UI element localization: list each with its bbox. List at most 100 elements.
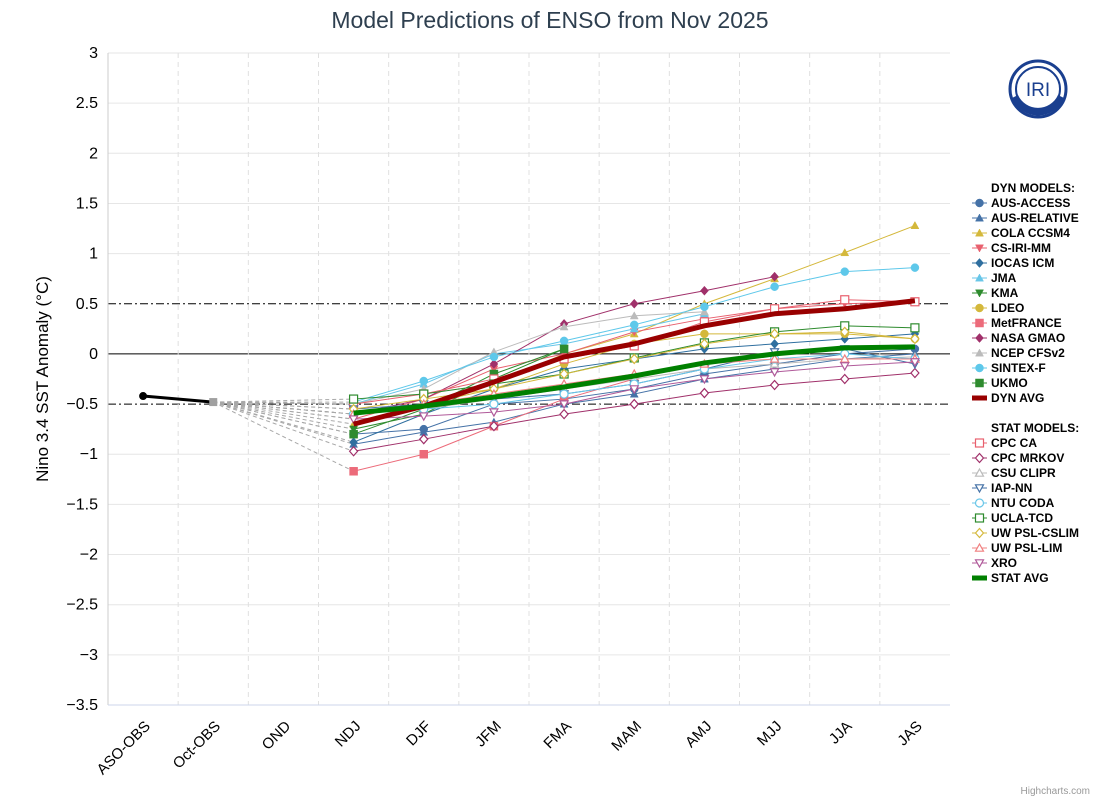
point-uw-psl-cslim: [910, 333, 920, 345]
legend-label: UW PSL-LIM: [991, 541, 1062, 555]
legend-symbol: [974, 498, 985, 508]
legend-item-uw-psl-lim[interactable]: UW PSL-LIM: [972, 541, 1062, 555]
legend-item-cola-ccsm4[interactable]: COLA CCSM4: [972, 226, 1070, 240]
point-cpc-mrkov: [769, 379, 780, 391]
series-layer: [139, 221, 920, 476]
legend-label: MetFRANCE: [991, 316, 1062, 330]
point-sintex-f: [770, 282, 779, 291]
legend-item-iocas-icm[interactable]: IOCAS ICM: [972, 256, 1054, 270]
legend-item-cpc-mrkov[interactable]: CPC MRKOV: [972, 451, 1064, 465]
point-ncep-cfsv2: [629, 311, 639, 320]
legend-item-ldeo[interactable]: LDEO: [972, 301, 1024, 315]
logo-swoosh: [1012, 95, 1064, 116]
series-observed: [139, 392, 218, 407]
x-tick-label: JJA: [826, 718, 856, 748]
y-tick-label: 0: [89, 346, 98, 363]
y-tick-label: −1: [80, 446, 98, 463]
y-tick-label: 1: [89, 246, 98, 263]
point-xro: [629, 385, 640, 395]
point-cpc-mrkov: [839, 373, 850, 385]
point-cpc-mrkov: [910, 367, 920, 379]
point-uw-psl-cslim: [699, 338, 710, 350]
x-tick-label: Oct-OBS: [170, 718, 224, 772]
y-tick-label: −2: [80, 547, 98, 564]
connector-cpc-ca: [213, 401, 354, 405]
connector-ukmo: [213, 401, 354, 435]
legend-symbol: [974, 513, 985, 523]
legend-symbol: [975, 198, 984, 208]
legend-item-dyn-avg[interactable]: DYN AVG: [972, 391, 1044, 405]
legend-item-kma[interactable]: KMA: [972, 286, 1019, 300]
legend-label: KMA: [991, 286, 1019, 300]
y-tick-label: −2.5: [66, 597, 98, 614]
legend-item-stat-avg[interactable]: STAT AVG: [972, 571, 1049, 585]
legend-label: IAP-NN: [991, 481, 1032, 495]
legend-item-metfrance[interactable]: MetFRANCE: [972, 316, 1062, 330]
point-xro: [699, 375, 710, 385]
legend-item-uw-psl-cslim[interactable]: UW PSL-CSLIM: [972, 526, 1079, 540]
legend-label: JMA: [991, 271, 1017, 285]
legend-item-ntu-coda[interactable]: NTU CODA: [972, 496, 1055, 510]
connector-kma: [213, 401, 354, 430]
x-tick-label: MJJ: [754, 718, 785, 749]
legend-symbol: [974, 484, 985, 494]
y-tick-label: 3: [89, 45, 98, 62]
observed-line: [142, 394, 214, 404]
legend-item-ucla-tcd[interactable]: UCLA-TCD: [972, 511, 1053, 525]
legend-heading: STAT MODELS:: [991, 421, 1079, 435]
point-iocas-icm: [770, 339, 779, 349]
point-kma: [349, 425, 359, 434]
series-aus-relative[interactable]: [349, 349, 920, 448]
series-cpc-mrkov[interactable]: [348, 367, 920, 457]
legend-item-aus-access[interactable]: AUS-ACCESS: [972, 196, 1070, 210]
point-cpc-mrkov: [699, 387, 710, 399]
connector-cpc-mrkov: [213, 401, 354, 452]
point-nasa-gmao: [700, 285, 709, 296]
legend-item-cpc-ca[interactable]: CPC CA: [972, 436, 1037, 450]
point-uw-psl-cslim: [559, 368, 569, 380]
series-line-stat-avg: [353, 344, 915, 416]
legend-label: SINTEX-F: [991, 361, 1046, 375]
legend-item-jma[interactable]: JMA: [972, 271, 1017, 285]
legend-item-ukmo[interactable]: UKMO: [972, 376, 1028, 390]
legend-symbol: [975, 333, 984, 343]
series-dyn-avg[interactable]: [352, 298, 916, 427]
connector-ucla-tcd: [213, 398, 354, 403]
legend-item-nasa-gmao[interactable]: NASA GMAO: [972, 331, 1065, 345]
point-xro: [418, 412, 429, 422]
chart-title: Model Predictions of ENSO from Nov 2025: [331, 7, 768, 33]
legend-item-ncep-cfsv2[interactable]: NCEP CFSv2: [972, 346, 1065, 360]
x-tick-label: JFM: [472, 718, 505, 751]
legend-item-csu-clipr[interactable]: CSU CLIPR: [972, 466, 1056, 480]
point-xro: [488, 408, 499, 418]
legend-label: NCEP CFSv2: [991, 346, 1065, 360]
legend-symbol: [975, 258, 984, 268]
point-nasa-gmao: [629, 298, 639, 309]
legend-label: CSU CLIPR: [991, 466, 1056, 480]
point-cpc-mrkov: [348, 445, 359, 457]
legend-symbol: [975, 318, 984, 328]
legend-symbol: [974, 438, 985, 448]
series-stat-avg[interactable]: [353, 344, 915, 416]
highcharts-credit[interactable]: Highcharts.com: [1021, 786, 1090, 797]
legend-item-cs-iri-mm[interactable]: CS-IRI-MM: [972, 241, 1051, 255]
series-xro[interactable]: [348, 358, 920, 425]
legend-item-aus-relative[interactable]: AUS-RELATIVE: [972, 211, 1079, 225]
point-sintex-f: [840, 267, 849, 276]
point-sintex-f: [489, 352, 499, 362]
point-sintex-f: [559, 336, 569, 346]
x-tick-label: NDJ: [332, 718, 365, 751]
legend-item-iap-nn[interactable]: IAP-NN: [972, 481, 1032, 495]
point-metfrance: [349, 467, 358, 476]
connector-cola-ccsm4: [213, 401, 354, 425]
point-ntu-coda: [559, 389, 569, 399]
legend-symbol: [975, 244, 984, 253]
legend-item-sintex-f[interactable]: SINTEX-F: [972, 361, 1046, 375]
legend-item-xro[interactable]: XRO: [972, 556, 1017, 570]
legend-heading: DYN MODELS:: [991, 181, 1075, 195]
y-axis-label: Nino 3.4 SST Anomaly (°C): [33, 276, 52, 482]
point-xro: [769, 368, 780, 378]
point-sintex-f: [910, 263, 920, 272]
